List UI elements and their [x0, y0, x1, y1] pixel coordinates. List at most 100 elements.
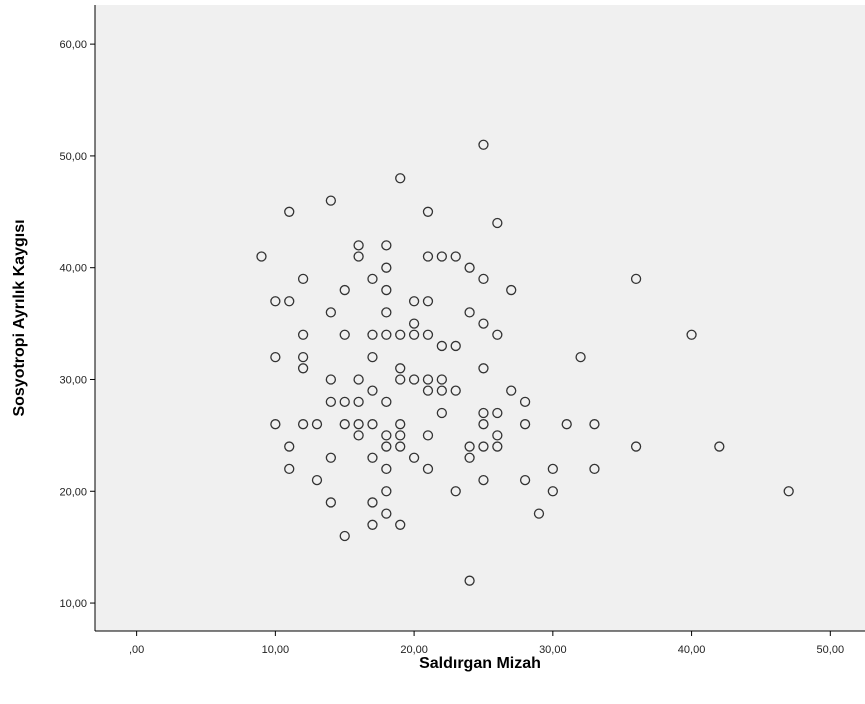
data-point [464, 575, 475, 586]
data-point [381, 262, 392, 273]
data-point [395, 173, 406, 184]
data-point [325, 374, 337, 385]
data-point [311, 419, 323, 430]
data-point [381, 508, 392, 519]
data-point [589, 463, 600, 475]
data-point [353, 251, 364, 262]
data-point [395, 363, 406, 374]
data-point [408, 296, 420, 307]
data-point [478, 441, 489, 452]
data-point [381, 441, 392, 452]
data-point [436, 407, 447, 419]
y-axis-title: Sosyotropi Ayrılık Kaygısı [11, 219, 28, 416]
data-point [270, 419, 281, 430]
data-point [353, 374, 364, 385]
data-point [395, 329, 406, 340]
x-tick-label: 50,00 [817, 644, 845, 656]
data-point [395, 419, 406, 430]
y-tick-label: 10,00 [59, 598, 87, 610]
y-tick-label: 60,00 [59, 39, 87, 51]
data-point [492, 441, 503, 452]
data-point [464, 307, 475, 318]
data-point [408, 374, 420, 385]
data-point [686, 329, 697, 340]
data-point [408, 452, 420, 463]
data-point [422, 385, 434, 396]
data-point [533, 508, 545, 519]
data-point [506, 284, 517, 296]
data-point [256, 251, 267, 262]
data-point [381, 307, 392, 318]
data-point [478, 318, 489, 329]
data-point [367, 385, 378, 396]
data-point [492, 217, 503, 229]
data-point [395, 430, 406, 441]
data-point [575, 351, 586, 363]
data-point [464, 441, 475, 452]
data-point [325, 452, 337, 463]
data-point [339, 396, 350, 407]
data-point [339, 284, 350, 296]
data-point [381, 284, 392, 296]
x-tick-label: 20,00 [400, 644, 428, 656]
data-point [395, 374, 406, 385]
data-point [284, 463, 295, 475]
data-point [353, 430, 364, 441]
data-point [381, 240, 392, 251]
data-point [270, 351, 281, 363]
data-point [519, 396, 531, 407]
data-point [297, 273, 309, 285]
data-point [325, 396, 337, 407]
y-axis: 10,00 20,00 30,00 40,00 50,00 60,00 [59, 5, 96, 631]
data-point [297, 363, 309, 374]
data-point [464, 262, 475, 273]
data-point [478, 273, 489, 285]
data-point [408, 329, 420, 340]
data-point [714, 441, 725, 452]
data-point [311, 474, 323, 486]
data-point [325, 307, 337, 318]
y-tick-label: 20,00 [59, 486, 87, 498]
data-point [630, 273, 642, 285]
data-point [367, 419, 378, 430]
data-point [284, 441, 295, 452]
data-point [339, 329, 350, 340]
data-point [367, 497, 378, 508]
data-point [297, 329, 309, 340]
data-point [395, 441, 406, 452]
data-point [436, 251, 447, 262]
data-point [367, 273, 378, 285]
x-axis: ,00 10,00 20,00 30,00 40,00 50,00 [95, 630, 865, 656]
data-point [492, 430, 503, 441]
data-point [478, 363, 489, 374]
data-point [478, 139, 489, 150]
data-point [478, 407, 489, 419]
x-tick-label: 30,00 [539, 644, 567, 656]
y-tick-label: 50,00 [59, 151, 87, 163]
data-point [492, 329, 503, 340]
data-point [284, 206, 295, 217]
data-point [436, 340, 447, 352]
x-tick-label: 10,00 [262, 644, 290, 656]
data-point [270, 296, 281, 307]
data-point [492, 407, 503, 419]
data-point [478, 474, 489, 486]
data-point [284, 296, 295, 307]
data-point [297, 419, 309, 430]
data-point [367, 351, 378, 363]
data-point [381, 430, 392, 441]
data-point [506, 385, 517, 396]
data-point [353, 419, 364, 430]
data-point [381, 486, 392, 497]
data-point [561, 419, 572, 430]
data-point [450, 340, 461, 352]
data-point [339, 530, 350, 542]
data-point [450, 385, 461, 396]
data-point [630, 441, 642, 452]
data-point [367, 329, 378, 340]
data-point [395, 519, 406, 530]
data-point [422, 430, 434, 441]
data-point [422, 329, 434, 340]
data-point [589, 419, 600, 430]
